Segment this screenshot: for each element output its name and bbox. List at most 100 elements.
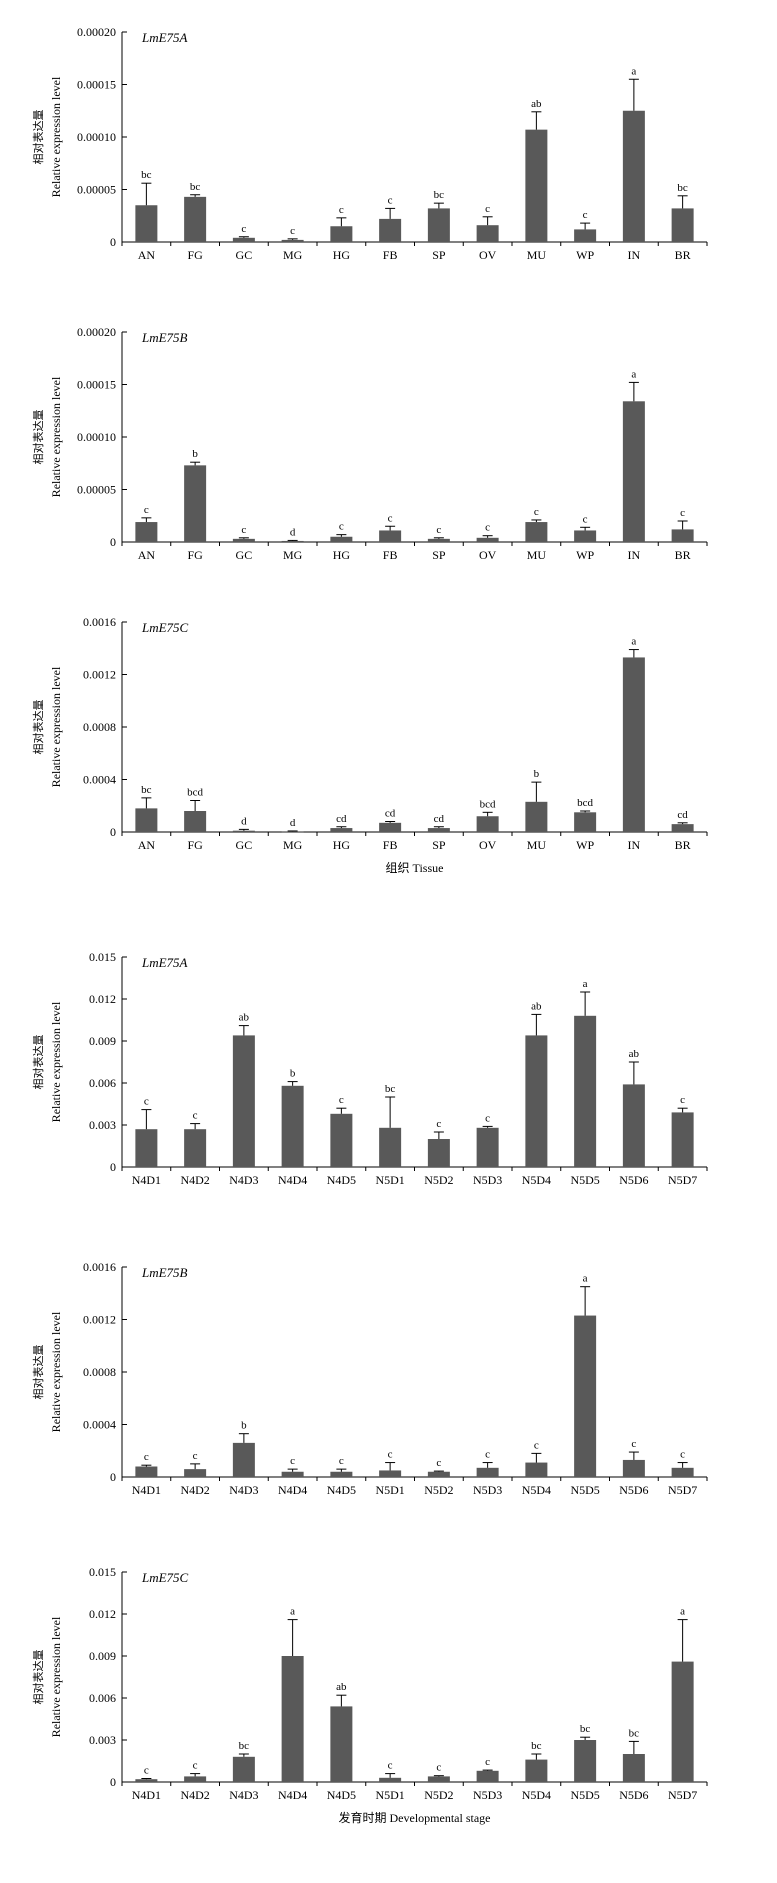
- bar: [330, 536, 353, 542]
- bar: [427, 1139, 450, 1167]
- bar-chart-lme75a-stage: 0 0.003 0.006 0.009 0.012 0.015 LmE75A 相对表达量 Rel…: [31, 950, 708, 1187]
- significance-label: c: [144, 504, 149, 516]
- x-tick-label: N5D4: [522, 1483, 551, 1497]
- bar: [379, 1127, 402, 1167]
- x-tick-label: N4D3: [229, 1173, 258, 1187]
- bar: [232, 1756, 255, 1782]
- significance-label: c: [193, 1760, 198, 1772]
- significance-label: bcd: [480, 798, 496, 810]
- bar: [622, 1459, 645, 1477]
- significance-label: b: [241, 1420, 247, 1432]
- bar: [574, 1740, 597, 1782]
- x-tick-label: N5D7: [668, 1788, 697, 1802]
- y-axis-label-cn: 相对表达量: [31, 700, 45, 755]
- significance-label: c: [241, 223, 246, 235]
- bar: [476, 1127, 499, 1167]
- significance-label: bcd: [187, 787, 203, 799]
- bar: [525, 1462, 548, 1477]
- bar: [330, 226, 353, 242]
- bar: [525, 129, 548, 242]
- significance-label: c: [485, 1449, 490, 1461]
- x-tick-label: N5D1: [375, 1483, 404, 1497]
- bar: [135, 1779, 158, 1782]
- significance-label: c: [436, 524, 441, 536]
- significance-label: cd: [336, 813, 347, 825]
- bar: [574, 1315, 597, 1477]
- gene-label: LmE75C: [141, 620, 189, 635]
- y-tick-label: 0.00005: [77, 183, 116, 197]
- bar: [232, 830, 255, 832]
- x-tick-label: N5D5: [570, 1788, 599, 1802]
- significance-label: c: [339, 1455, 344, 1467]
- bar: [232, 237, 255, 242]
- significance-label: c: [144, 1451, 149, 1463]
- x-tick-label: N4D1: [132, 1788, 161, 1802]
- y-tick-label: 0.0016: [83, 1260, 116, 1274]
- bar: [330, 1706, 353, 1782]
- bar: [574, 229, 597, 242]
- bar: [281, 831, 304, 833]
- x-tick-label: MG: [283, 548, 303, 562]
- y-axis-label: Relative expression level: [49, 666, 63, 787]
- significance-label: a: [290, 1606, 295, 1618]
- x-tick-label: HG: [333, 248, 351, 262]
- bar: [574, 812, 597, 832]
- significance-label: d: [290, 817, 296, 829]
- bar: [476, 1467, 499, 1477]
- significance-label: c: [193, 1110, 198, 1122]
- y-tick-label: 0.015: [89, 950, 116, 964]
- x-tick-label: GC: [236, 838, 253, 852]
- significance-label: c: [534, 1439, 539, 1451]
- bar: [427, 208, 450, 242]
- bar: [281, 1085, 304, 1167]
- x-tick-label: GC: [236, 248, 253, 262]
- bar: [671, 824, 694, 832]
- x-tick-label: BR: [675, 838, 691, 852]
- bar-chart-lme75c-tissue: 0 0.0004 0.0008 0.0012 0.0016 LmE75C 相对表达量 Rela…: [31, 615, 708, 875]
- significance-label: c: [241, 524, 246, 536]
- x-tick-label: IN: [628, 548, 641, 562]
- y-tick-label: 0: [110, 825, 116, 839]
- x-tick-label: MG: [283, 248, 303, 262]
- bar-chart-lme75c-stage: 0 0.003 0.006 0.009 0.012 0.015 LmE75C 相对表达量 Rel…: [31, 1565, 708, 1825]
- y-tick-label: 0.0008: [83, 720, 116, 734]
- bar-chart-lme75a-tissue: 0 0.00005 0.00010 0.00015 0.00020 LmE75A 相对表达量…: [31, 25, 708, 262]
- x-tick-label: N4D4: [278, 1173, 307, 1187]
- gene-label: LmE75B: [141, 1265, 188, 1280]
- significance-label: bc: [531, 1740, 542, 1752]
- bar: [671, 1112, 694, 1167]
- bar: [135, 522, 158, 542]
- significance-label: c: [290, 225, 295, 237]
- bar: [135, 205, 158, 242]
- bar: [184, 465, 207, 542]
- bar: [525, 1035, 548, 1167]
- significance-label: bc: [677, 182, 688, 194]
- x-tick-label: N5D6: [619, 1483, 648, 1497]
- bar: [427, 1471, 450, 1477]
- x-tick-label: N4D3: [229, 1788, 258, 1802]
- y-tick-label: 0: [110, 1775, 116, 1789]
- y-tick-label: 0.00015: [77, 78, 116, 92]
- significance-label: c: [680, 507, 685, 519]
- bar: [281, 1471, 304, 1477]
- bar: [671, 529, 694, 542]
- bar: [281, 239, 304, 242]
- bar: [330, 1471, 353, 1477]
- x-tick-label: WP: [576, 838, 594, 852]
- significance-label: c: [436, 1457, 441, 1469]
- bar: [622, 1084, 645, 1167]
- significance-label: c: [680, 1094, 685, 1106]
- bar: [476, 816, 499, 832]
- bar: [671, 208, 694, 242]
- significance-label: bcd: [577, 797, 593, 809]
- significance-label: c: [631, 1438, 636, 1450]
- x-tick-label: AN: [138, 548, 156, 562]
- significance-label: a: [680, 1606, 685, 1618]
- bar: [525, 801, 548, 832]
- gene-label: LmE75C: [141, 1570, 189, 1585]
- y-tick-label: 0.009: [89, 1649, 116, 1663]
- x-tick-label: N5D6: [619, 1788, 648, 1802]
- y-tick-label: 0.00010: [77, 430, 116, 444]
- x-tick-label: AN: [138, 248, 156, 262]
- bar: [184, 811, 207, 832]
